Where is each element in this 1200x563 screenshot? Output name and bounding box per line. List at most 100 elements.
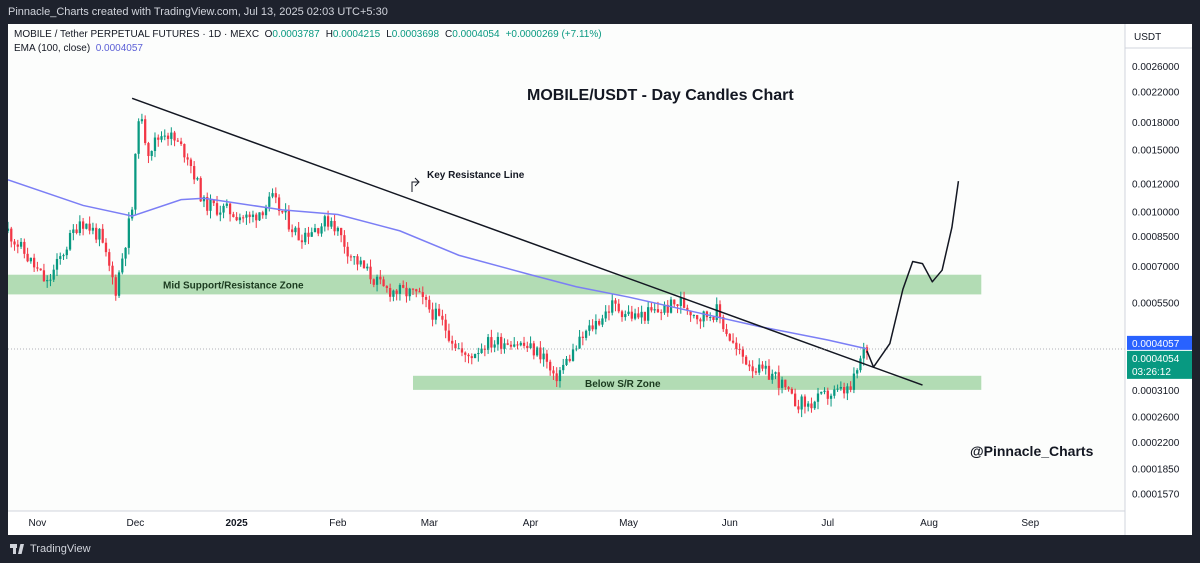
candle-body (856, 370, 859, 374)
ema-price-tag (1127, 335, 1192, 350)
candle-body (369, 266, 372, 280)
candle-body (336, 227, 340, 232)
time-tick-label: 2025 (226, 518, 249, 529)
candle-body (375, 276, 379, 285)
tradingview-brand: TradingView (30, 543, 91, 555)
price-tick-label: 0.0015000 (1132, 146, 1180, 157)
candle-body (444, 319, 447, 331)
candle-body (209, 199, 212, 211)
candlestick-chart[interactable]: Mid Support/Resistance Zone Below S/R Zon… (8, 24, 1192, 535)
candle-body (362, 260, 366, 269)
candle-body (562, 364, 565, 371)
candle-body (222, 205, 225, 213)
candle-body (842, 387, 846, 394)
candle-body (745, 356, 748, 365)
candle-body (473, 354, 477, 359)
candle-body (199, 178, 202, 202)
candle-body (323, 216, 326, 227)
zone-0 (8, 274, 982, 295)
candle-body (630, 311, 633, 319)
candle-body (68, 232, 72, 250)
price-tick-label: 0.0010000 (1132, 207, 1180, 218)
candle-body (176, 140, 179, 142)
candle-body (398, 285, 402, 294)
candle-body (741, 349, 745, 357)
candle-body (411, 288, 415, 290)
candle-body (366, 266, 369, 269)
candle-body (170, 132, 173, 139)
candle-body (108, 252, 111, 266)
candle-body (467, 354, 470, 357)
candle-body (787, 387, 790, 389)
candle-body (807, 403, 810, 407)
ema-price-tag-text: 0.0004057 (1132, 339, 1180, 350)
candle-body (758, 364, 761, 373)
candle-body (349, 256, 353, 258)
candle-body (777, 372, 780, 388)
candle-body (271, 193, 274, 197)
legend-high: 0.0004215 (332, 29, 381, 40)
candle-body (526, 345, 529, 349)
candle-body (261, 212, 264, 216)
candle-body (614, 300, 617, 304)
candle-body (408, 288, 411, 297)
price-tick-label: 0.0001850 (1132, 465, 1180, 476)
candle-body (114, 277, 117, 296)
candle-body (764, 365, 767, 369)
candle-body (624, 314, 627, 318)
candle-body (379, 276, 382, 280)
tradingview-logo-icon (10, 544, 24, 554)
candle-body (790, 388, 793, 394)
candle-body (29, 257, 32, 262)
candle-body (650, 307, 653, 311)
candle-body (509, 344, 513, 347)
last-price-tag-text: 0.0004054 (1132, 354, 1180, 365)
candle-body (10, 228, 13, 242)
price-tick-label: 0.0012000 (1132, 180, 1180, 191)
candle-body (660, 312, 663, 314)
candle-body (486, 337, 490, 350)
candle-body (581, 336, 584, 338)
chart-frame[interactable]: Mid Support/Resistance Zone Below S/R Zon… (8, 24, 1192, 535)
price-tick-label: 0.0002600 (1132, 413, 1180, 424)
candle-body (382, 279, 385, 287)
candle-body (264, 206, 268, 216)
candle-body (506, 343, 509, 345)
candle-body (95, 227, 98, 240)
candle-body (405, 287, 408, 297)
candle-body (291, 229, 294, 233)
candle-body (212, 199, 215, 204)
candle-body (604, 311, 607, 319)
candle-body (317, 228, 320, 234)
candle-body (516, 344, 519, 346)
candle-body (294, 227, 297, 233)
legend-change: +0.0000269 (+7.11%) (505, 29, 602, 40)
candle-body (274, 193, 277, 198)
time-tick-label: Jun (722, 518, 738, 529)
candle-body (140, 119, 144, 122)
last-price-tag (1127, 350, 1192, 379)
candle-body (353, 256, 356, 258)
candle-body (166, 135, 170, 139)
candle-body (503, 343, 506, 349)
candle-body (712, 317, 715, 321)
candle-body (816, 393, 820, 402)
candle-body (415, 289, 418, 292)
candle-body (692, 315, 696, 317)
candle-body (568, 358, 571, 361)
plot-area (8, 24, 1125, 511)
legend-low-label: L (386, 29, 392, 40)
time-tick-label: Apr (523, 518, 539, 529)
candle-body (803, 396, 807, 407)
candle-body (65, 249, 68, 256)
legend-close: 0.0004054 (452, 29, 500, 40)
candle-body (23, 241, 26, 254)
candle-body (55, 258, 59, 270)
candle-body (591, 325, 594, 330)
candle-body (447, 330, 451, 341)
candle-body (780, 379, 784, 388)
candle-body (19, 241, 23, 247)
candle-body (715, 304, 718, 321)
price-tick-label: 0.0005500 (1132, 299, 1180, 310)
candle-body (287, 210, 291, 230)
